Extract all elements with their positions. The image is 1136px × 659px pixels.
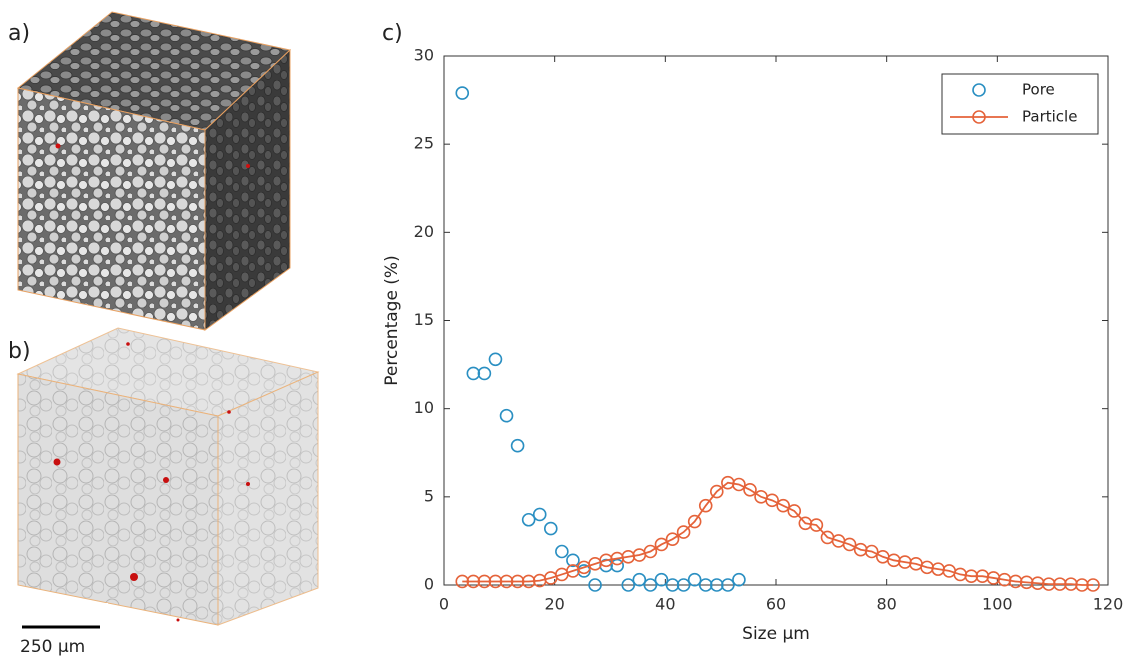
y-tick-label: 25: [414, 134, 434, 153]
data-point: [466, 574, 481, 589]
x-tick-label: 40: [655, 595, 675, 614]
data-point: [732, 477, 746, 492]
data-point: [455, 574, 470, 589]
y-axis-label: Percentage (%): [382, 255, 402, 385]
data-point: [776, 498, 790, 513]
data-point: [709, 484, 724, 499]
data-point: [1041, 577, 1056, 591]
data-point: [566, 553, 580, 568]
data-point: [499, 574, 514, 589]
data-point: [765, 493, 779, 508]
data-point: [577, 564, 591, 578]
x-tick-label: 0: [439, 595, 449, 614]
panel-label: b): [8, 339, 31, 364]
data-point: [610, 558, 624, 573]
data-point: [1019, 575, 1034, 590]
data-point: [488, 574, 503, 589]
scale-bar-label: 250 µm: [20, 637, 85, 657]
y-tick-label: 5: [424, 486, 434, 505]
data-point: [687, 572, 702, 587]
data-point: [588, 578, 602, 592]
panel-label: c): [382, 21, 403, 46]
data-point: [499, 408, 514, 423]
data-point: [455, 86, 470, 100]
data-point: [532, 507, 547, 522]
panel-label: a): [8, 21, 30, 46]
chart: 0 20 40 60 80 100 120 0 5 10 15 20 25 30 Size µm Percen…: [382, 46, 1123, 645]
x-tick-label: 100: [982, 595, 1013, 614]
data-point: [643, 544, 658, 559]
data-point: [809, 518, 824, 532]
data-point: [521, 574, 536, 589]
data-point: [488, 352, 503, 367]
data-point: [477, 574, 492, 589]
scale-bar-bg: [0, 603, 108, 659]
y-tick-label: 10: [414, 398, 434, 417]
data-point: [1030, 576, 1045, 591]
data-point: [676, 525, 691, 539]
data-point: [864, 544, 879, 559]
data-point: [698, 498, 713, 513]
data-point: [687, 514, 702, 529]
data-point: [787, 504, 802, 518]
data-point: [1086, 578, 1100, 592]
data-point: [1008, 574, 1023, 589]
y-tick-label: 15: [414, 310, 434, 329]
x-tick-label: 80: [876, 595, 896, 614]
x-tick-label: 20: [544, 595, 564, 614]
data-point: [654, 537, 669, 552]
x-axis-label: Size µm: [742, 624, 810, 644]
data-point: [654, 572, 669, 587]
data-point: [743, 482, 757, 497]
data-point: [632, 572, 647, 587]
legend-marker: [972, 110, 986, 124]
legend: Pore Particle: [941, 73, 1099, 135]
data-point: [732, 572, 746, 587]
data-point: [510, 574, 525, 589]
data-point: [555, 544, 569, 559]
legend-box: [941, 73, 1099, 135]
legend-label: Particle: [1022, 108, 1077, 126]
data-point: [1064, 577, 1078, 591]
data-point: [643, 578, 658, 592]
data-point: [477, 366, 492, 381]
y-tick-label: 30: [414, 46, 434, 65]
legend-marker: [972, 83, 986, 97]
data-point: [521, 512, 536, 527]
y-tick-label: 0: [424, 575, 434, 594]
data-point: [510, 438, 525, 453]
data-point: [543, 521, 558, 536]
cube-a: [16, 11, 292, 331]
x-tick-label: 120: [1093, 595, 1124, 614]
data-point: [1053, 577, 1067, 591]
data-point: [1075, 578, 1089, 592]
data-point: [665, 532, 680, 546]
data-point: [676, 578, 691, 592]
data-point: [665, 578, 680, 592]
data-point: [721, 578, 735, 592]
y-tick-label: 20: [414, 222, 434, 241]
data-point: [709, 578, 724, 592]
data-point: [621, 578, 636, 592]
data-point: [964, 569, 979, 583]
x-tick-label: 60: [766, 595, 786, 614]
data-point: [466, 366, 481, 381]
legend-label: Pore: [1022, 81, 1055, 99]
data-point: [698, 578, 713, 592]
cube-b: [16, 327, 320, 626]
data-point: [842, 537, 857, 552]
